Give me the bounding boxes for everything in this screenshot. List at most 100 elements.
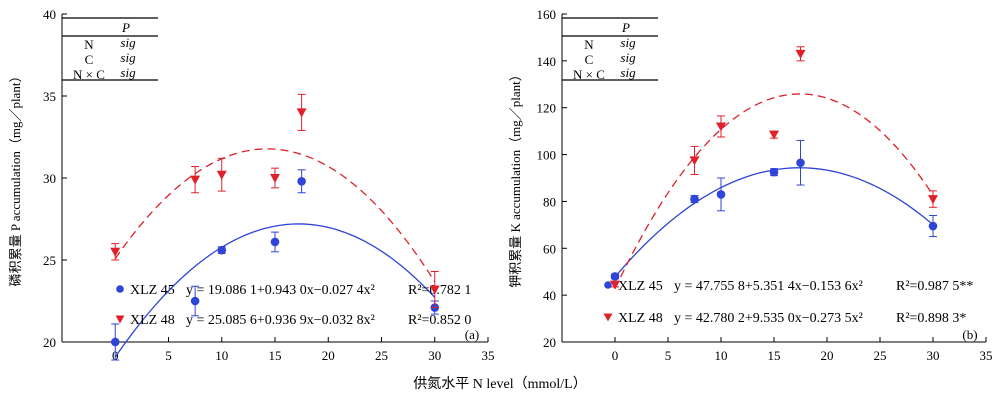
y-tick-label: 100 [537,148,557,163]
fit-equation: y = 25.085 6+0.936 9x−0.032 8x² [186,313,375,328]
data-point [795,49,806,59]
x-tick-label: 0 [612,348,619,363]
r-squared: R²=0.987 5** [896,279,973,294]
y-tick-label: 140 [537,54,557,69]
significance-table: P N sig C sig N × C sig [562,17,658,82]
data-point [610,272,620,281]
panel-label: (a) [465,327,479,342]
x-tick-label: 35 [482,348,495,363]
data-point [429,285,440,295]
table-factor: N × C [573,67,605,82]
chart-panel-1: 051015202530352025303540磷积累量 P accumulat… [8,7,495,363]
series-2 [110,93,440,309]
fit-equation: y = 47.755 8+5.351 4x−0.153 6x² [674,279,863,294]
table-header: P [121,20,130,35]
legend-entry-2: XLZ 48 y = 25.085 6+0.936 9x−0.032 8x² R²=… [115,313,471,328]
series-1 [110,169,440,361]
data-point [690,194,699,204]
data-point [689,156,700,166]
table-value: sig [120,35,136,50]
x-tick-label: 20 [821,348,834,363]
r-squared: R²=0.852 0 [408,313,471,328]
table-factor: C [585,52,594,67]
fit-curve [114,223,436,358]
fit-curve [614,93,934,289]
y-tick-label: 160 [537,7,557,22]
legend-entry-2: XLZ 48 y = 42.780 2+9.535 0x−0.273 5x² R²=… [603,311,966,326]
x-tick-label: 30 [927,348,940,363]
y-tick-label: 30 [43,171,56,186]
x-tick-label: 5 [165,348,172,363]
y-axis-label: 磷积累量 P accumulation（mg／plant） [8,70,23,287]
y-tick-label: 20 [43,335,56,350]
table-factor: N × C [73,67,105,82]
x-tick-label: 10 [715,348,728,363]
data-point [190,175,201,185]
data-point [716,190,726,199]
table-value: sig [620,50,636,65]
legend-name: XLZ 45 [618,279,663,294]
x-tick-label: 10 [215,348,228,363]
x-tick-label: 30 [428,348,441,363]
legend-name: XLZ 48 [130,313,175,328]
fit-curve [614,167,934,278]
data-point [297,176,306,186]
x-tick-label: 20 [322,348,335,363]
data-point [610,280,620,290]
table-value: sig [120,65,136,80]
legend-entry-1: XLZ 45 y = 19.086 1+0.943 0x−0.027 4x² R²=… [116,283,471,298]
data-point [110,247,121,257]
data-point [190,296,200,306]
x-tick-label: 25 [375,348,388,363]
data-point [270,174,280,183]
table-factor: C [85,52,94,67]
table-header: P [621,20,630,35]
r-squared: R²=0.782 1 [408,283,471,298]
data-point [270,237,280,247]
y-tick-label: 20 [543,335,556,350]
table-value: sig [620,35,636,50]
y-tick-label: 40 [543,288,556,303]
panel-label: (b) [962,327,977,342]
x-tick-label: 15 [768,348,781,363]
r-squared: R²=0.898 3* [896,311,966,326]
legend-marker [603,313,613,322]
series-2 [610,46,938,290]
x-tick-label: 5 [665,348,672,363]
legend-entry-1: XLZ 45 y = 47.755 8+5.351 4x−0.153 6x² R²=… [604,279,973,294]
x-tick-label: 35 [980,348,993,363]
table-value: sig [620,65,636,80]
significance-table: P N sig C sig N × C sig [62,17,158,82]
data-point [796,158,805,168]
data-point [928,195,938,205]
data-point [769,130,779,140]
fit-equation: y = 19.086 1+0.943 0x−0.027 4x² [186,283,375,298]
legend-marker [115,315,125,324]
series-1 [610,140,938,281]
x-tick-label: 15 [269,348,282,363]
x-tick-label: 25 [874,348,887,363]
y-tick-label: 80 [543,194,556,209]
y-tick-label: 35 [43,89,56,104]
y-axis-label: 钾积累量 K accumulation（mg／plant） [508,68,523,288]
y-tick-label: 25 [43,253,56,268]
chart-panel-2: 0 5 10 15 20 25 30 35 20 40 60 80 100 120 140 160 钾积累量 K… [508,7,993,363]
legend-name: XLZ 48 [618,311,663,326]
legend-name: XLZ 45 [130,283,175,298]
y-tick-label: 60 [543,241,556,256]
y-tick-label: 120 [537,101,557,116]
data-point [217,245,227,255]
legend-marker [604,281,612,289]
data-point [296,108,307,118]
table-factor: N [584,37,594,52]
table-factor: N [84,37,94,52]
shared-x-axis-label: 供氮水平 N level（mmol/L） [413,376,586,392]
fit-curve [114,148,436,283]
table-value: sig [120,50,136,65]
y-tick-label: 40 [43,7,56,22]
legend-marker [116,285,124,293]
data-point [216,170,227,180]
fit-equation: y = 42.780 2+9.535 0x−0.273 5x² [674,311,863,326]
data-point [110,337,120,347]
